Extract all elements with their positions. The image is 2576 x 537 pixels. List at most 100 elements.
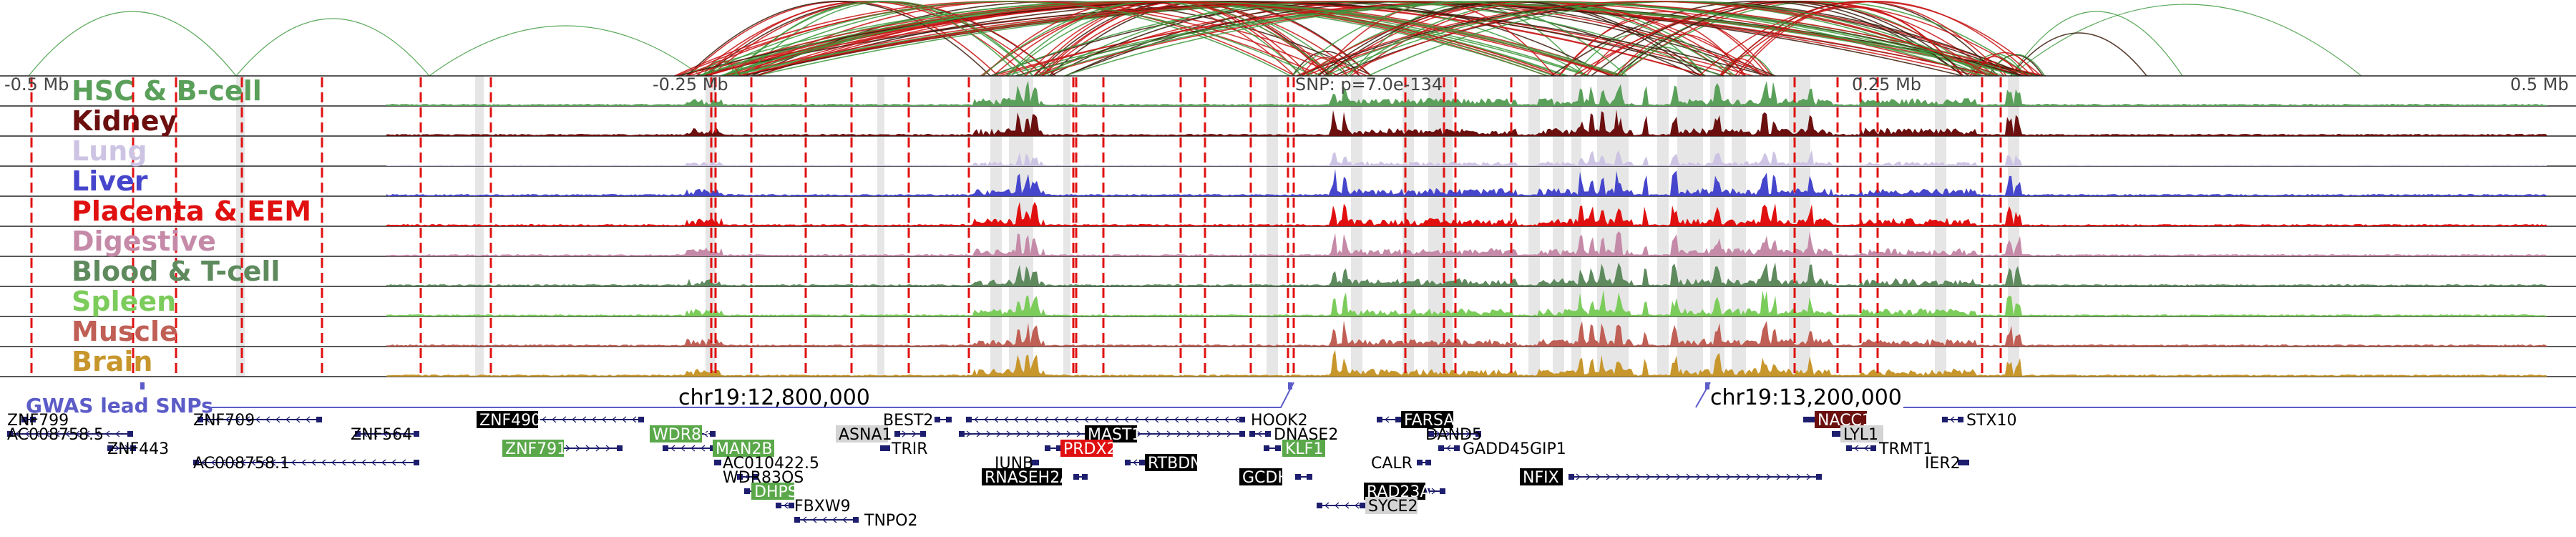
signal-track bbox=[386, 289, 2547, 316]
gene-ac008758-5[interactable]: AC008758.5 bbox=[7, 426, 133, 444]
interaction-arc bbox=[1720, 55, 1774, 77]
track-name-placenta-eem: Placenta & EEM bbox=[72, 195, 311, 227]
gene-prdx2[interactable]: PRDX2 bbox=[1045, 440, 1117, 458]
gene-label: ZNF799 bbox=[7, 412, 69, 430]
gene-label: FBXW9 bbox=[794, 498, 851, 516]
gene-znf443[interactable]: ZNF443 bbox=[107, 440, 169, 458]
track-name-kidney: Kidney bbox=[72, 105, 177, 137]
gene-label-bg bbox=[1401, 411, 1453, 428]
gene-label: ZNF490 bbox=[479, 412, 541, 430]
gene-farsa[interactable]: FARSA bbox=[1377, 411, 1454, 430]
gene-label-bg bbox=[1282, 440, 1325, 457]
gene-ac010422-5[interactable]: AC010422.5 bbox=[714, 455, 819, 473]
interaction-arc bbox=[1974, 61, 2007, 77]
interaction-arc bbox=[1614, 1, 1969, 77]
axis-label-plus-half: 0.5 Mb bbox=[2510, 74, 2569, 95]
gene-label-bg bbox=[836, 425, 888, 442]
gene-label: BEST2 bbox=[883, 412, 933, 430]
interaction-arc bbox=[1616, 34, 1746, 77]
gene-znf564[interactable]: ZNF564 bbox=[351, 426, 419, 444]
gene-label: WDR83 bbox=[653, 426, 711, 444]
gene-label: RNASEH2A bbox=[985, 469, 1070, 487]
gene-label-bg bbox=[1239, 468, 1282, 485]
track-name-hsc-b-cell: HSC & B-cell bbox=[72, 75, 262, 107]
interaction-arc bbox=[2010, 11, 2183, 77]
coord-label-left: chr19:12,800,000 bbox=[678, 385, 870, 410]
gene-rtbdn[interactable]: RTBDN bbox=[1125, 454, 1202, 473]
gene-znf799[interactable]: ZNF799 bbox=[7, 412, 69, 430]
gene-trmt1[interactable]: TRMT1 bbox=[1846, 440, 1933, 458]
gene-label: ZNF564 bbox=[351, 426, 412, 444]
gwas-label: GWAS lead SNPs bbox=[26, 394, 213, 417]
gene-label: GADD45GIP1 bbox=[1463, 440, 1566, 458]
interaction-arc bbox=[699, 1, 1314, 77]
gene-best2[interactable]: BEST2 bbox=[883, 412, 952, 430]
gene-label: TRMT1 bbox=[1878, 440, 1933, 458]
gene-label: DAND5 bbox=[1425, 426, 1482, 444]
gene-wdr83[interactable]: WDR83 bbox=[650, 425, 716, 444]
track-name-muscle: Muscle bbox=[72, 316, 178, 347]
gene-znf709[interactable]: ZNF709 bbox=[193, 412, 322, 430]
gene-ac008758-1[interactable]: AC008758.1 bbox=[193, 455, 419, 473]
gene-label-bg bbox=[1520, 468, 1563, 485]
gene-label: TNPO2 bbox=[864, 512, 917, 530]
interaction-arc bbox=[1737, 6, 1963, 77]
gene-tnpo2[interactable]: TNPO2 bbox=[794, 512, 917, 530]
gene-label: ZNF709 bbox=[193, 412, 255, 430]
gene-znf490[interactable]: ZNF490 bbox=[477, 411, 644, 430]
axis-labels: -0.5 Mb -0.25 Mb SNP: p=7.0e-134 0.25 Mb… bbox=[4, 74, 2569, 95]
gene-gcdh[interactable]: GCDH bbox=[1239, 468, 1312, 487]
gene-label: FARSA bbox=[1404, 412, 1454, 430]
gene-label: PRDX2 bbox=[1063, 440, 1117, 458]
gwas-snp-mark bbox=[140, 382, 145, 390]
signal-track bbox=[386, 169, 2547, 196]
gene-label-bg bbox=[1060, 440, 1113, 457]
signal-track bbox=[386, 201, 2547, 226]
gene-lyl1[interactable]: LYL1 bbox=[1832, 425, 1883, 444]
gene-label: AC008758.5 bbox=[7, 426, 104, 444]
interaction-arc bbox=[1621, 46, 1705, 77]
interaction-arc bbox=[1972, 52, 2036, 77]
gene-label-bg bbox=[502, 440, 564, 457]
interaction-arc bbox=[1558, 16, 1747, 77]
gene-label-bg bbox=[1365, 497, 1418, 514]
gene-label-bg bbox=[477, 411, 538, 428]
gene-man2b1[interactable]: MAN2B1 bbox=[663, 440, 783, 458]
gene-label: ASNA1 bbox=[839, 426, 892, 444]
track-name-blood-t-cell: Blood & T-cell bbox=[72, 256, 280, 287]
gene-dand5[interactable]: DAND5 bbox=[1425, 426, 1482, 444]
gene-label: ZNF791 bbox=[505, 440, 567, 458]
gene-klf1[interactable]: KLF1 bbox=[1264, 440, 1325, 458]
interaction-arc bbox=[686, 1, 991, 77]
gene-fbxw9[interactable]: FBXW9 bbox=[776, 498, 851, 516]
interaction-arc bbox=[1296, 1, 1999, 77]
snp-label: SNP: p=7.0e-134 bbox=[1295, 74, 1443, 95]
interaction-arc bbox=[756, 1, 1561, 77]
gene-label-bg bbox=[982, 468, 1062, 485]
gene-trir[interactable]: TRIR bbox=[880, 440, 928, 458]
gwas-row: GWAS lead SNPs chr19:12,800,000 chr19:13… bbox=[26, 382, 2576, 417]
gene-gadd45gip1[interactable]: GADD45GIP1 bbox=[1438, 440, 1566, 458]
track-name-digestive: Digestive bbox=[72, 226, 216, 257]
axis-label-minus-quarter: -0.25 Mb bbox=[653, 74, 728, 95]
gene-ier2[interactable]: IER2 bbox=[1925, 455, 1969, 473]
interaction-arc bbox=[738, 1, 1993, 77]
gene-hook2[interactable]: HOOK2 bbox=[966, 412, 1308, 430]
gene-syce2[interactable]: SYCE2 bbox=[1317, 497, 1418, 516]
gene-label: AC008758.1 bbox=[193, 455, 290, 473]
signal-track bbox=[386, 320, 2547, 347]
gene-dhps[interactable]: DHPS bbox=[744, 483, 798, 501]
gene-label: IER2 bbox=[1925, 455, 1961, 473]
gene-asna1[interactable]: ASNA1 bbox=[836, 425, 926, 444]
gene-label: RTBDN bbox=[1148, 455, 1202, 473]
gene-nfix[interactable]: NFIX bbox=[1520, 468, 1822, 487]
gene-calr[interactable]: CALR bbox=[1371, 455, 1431, 473]
track-name-spleen: Spleen bbox=[72, 286, 176, 317]
gene-stx10[interactable]: STX10 bbox=[1942, 412, 2016, 430]
gene-znf791[interactable]: ZNF791 bbox=[502, 440, 623, 458]
signal-track bbox=[386, 150, 2547, 166]
gene-rnaseh2a[interactable]: RNASEH2A bbox=[982, 468, 1088, 487]
interaction-arc bbox=[429, 25, 702, 77]
gene-label: LYL1 bbox=[1843, 426, 1878, 444]
